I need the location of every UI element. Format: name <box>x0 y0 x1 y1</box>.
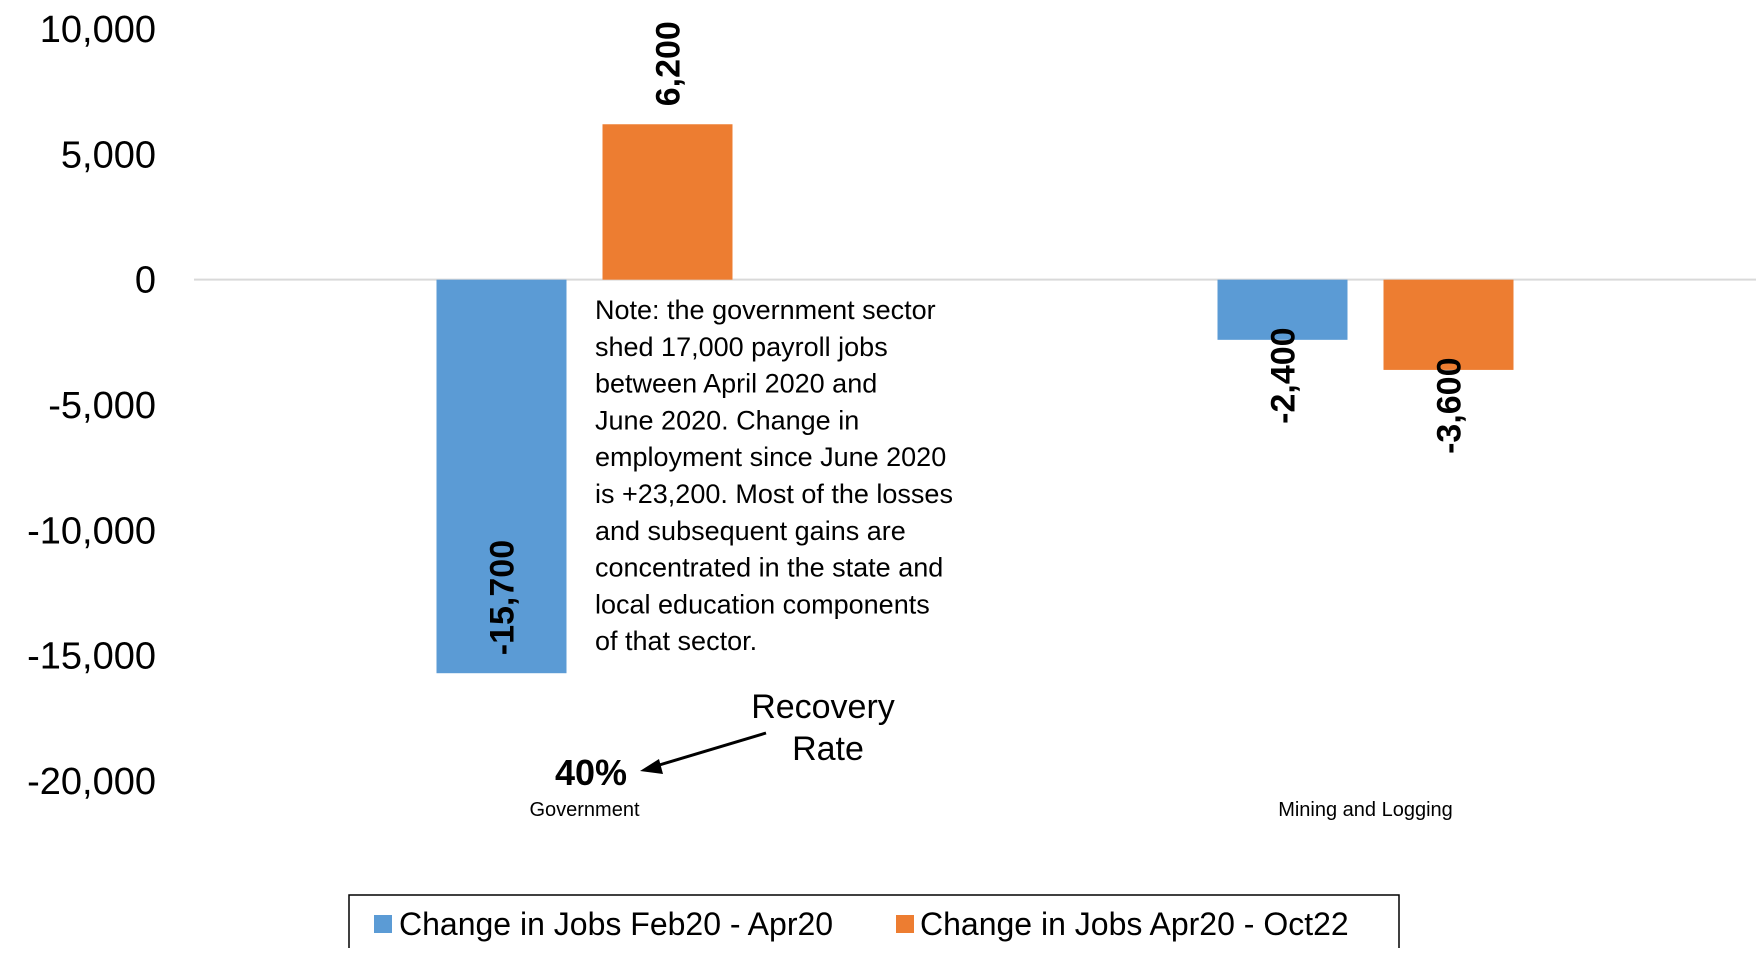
recovery-annotation: Recovery Rate 40% <box>555 688 895 793</box>
y-tick-label: -15,000 <box>27 636 156 678</box>
category-labels: Government Mining and Logging <box>529 799 1452 821</box>
note-line: of that sector. <box>595 626 757 656</box>
bar-data-label: -3,600 <box>1431 358 1469 454</box>
legend-label-1: Change in Jobs Apr20 - Oct22 <box>920 906 1349 942</box>
y-axis: 10,000 5,000 0 -5,000 -10,000 -15,000 -20,000 <box>27 9 156 803</box>
y-tick-label: -20,000 <box>27 761 156 803</box>
y-tick-label: -5,000 <box>48 385 156 427</box>
bar-data-label: 6,200 <box>650 21 688 106</box>
legend-box <box>348 894 1400 953</box>
recovery-arrowhead <box>640 759 663 774</box>
legend-swatch-0 <box>374 915 392 933</box>
bars <box>436 124 1514 674</box>
recovery-arrow <box>655 731 767 768</box>
y-tick-label: -10,000 <box>27 510 156 552</box>
bar-apr20-oct22-government <box>602 124 733 280</box>
category-label: Government <box>529 799 639 821</box>
note-line: local education components <box>595 589 930 619</box>
note-line: between April 2020 and <box>595 369 877 399</box>
note-annotation: Note: the government sector shed 17,000 p… <box>595 295 953 656</box>
note-line: and subsequent gains are <box>595 516 906 546</box>
category-label: Mining and Logging <box>1278 799 1453 821</box>
note-line: Note: the government sector <box>595 295 936 325</box>
note-line: June 2020. Change in <box>595 405 859 435</box>
bar-feb20-apr20-government <box>436 279 567 674</box>
note-line: employment since June 2020 <box>595 442 946 472</box>
legend-swatch-1 <box>896 915 914 933</box>
recovery-label-line2: Rate <box>792 730 864 768</box>
note-line: shed 17,000 payroll jobs <box>595 332 888 362</box>
note-line: is +23,200. Most of the losses <box>595 479 953 509</box>
bar-data-label: -15,700 <box>484 540 522 655</box>
recovery-label-line1: Recovery <box>751 688 895 726</box>
legend: Change in Jobs Feb20 - Apr20 Change in J… <box>348 894 1400 953</box>
recovery-value: 40% <box>555 752 627 793</box>
legend-label-0: Change in Jobs Feb20 - Apr20 <box>399 906 833 942</box>
bar-feb20-apr20-mining-and-logging <box>1217 279 1348 340</box>
bar-apr20-oct22-mining-and-logging <box>1383 279 1514 370</box>
y-tick-label: 10,000 <box>40 9 156 51</box>
y-tick-label: 5,000 <box>61 134 156 176</box>
bar-labels: -15,700 6,200 -2,400 -3,600 <box>484 21 1469 655</box>
note-line: concentrated in the state and <box>595 553 943 583</box>
y-tick-label: 0 <box>135 260 156 302</box>
bar-data-label: -2,400 <box>1265 327 1303 423</box>
